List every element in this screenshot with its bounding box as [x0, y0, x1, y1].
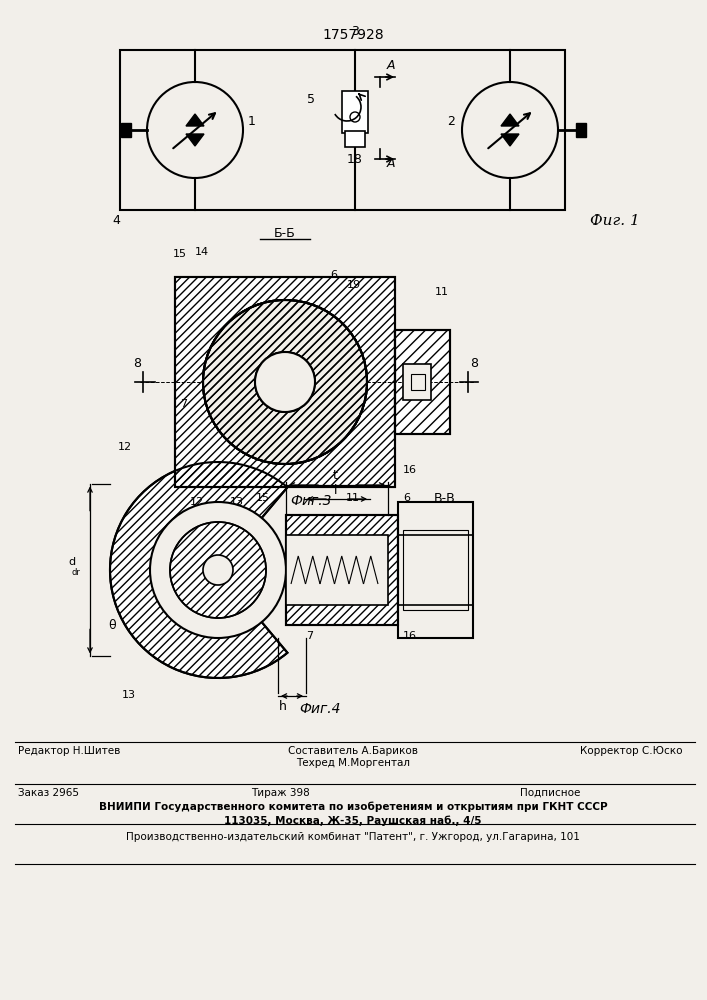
Text: 1: 1 — [248, 115, 256, 128]
Circle shape — [255, 352, 315, 412]
Text: Фиг.3: Фиг.3 — [290, 494, 332, 508]
Text: 7: 7 — [180, 399, 187, 409]
Text: 12: 12 — [118, 442, 132, 452]
Text: 12: 12 — [190, 497, 204, 507]
Bar — [286, 535, 388, 605]
Bar — [411, 374, 425, 390]
Text: ВНИИПИ Государственного комитета по изобретениям и открытиям при ГКНТ СССР: ВНИИПИ Государственного комитета по изоб… — [99, 802, 607, 812]
Text: Редактор Н.Шитев: Редактор Н.Шитев — [18, 746, 120, 756]
Text: dr: dr — [72, 568, 81, 577]
Circle shape — [255, 352, 315, 412]
Text: 6: 6 — [330, 270, 337, 280]
Bar — [395, 330, 450, 434]
Polygon shape — [186, 134, 204, 146]
Circle shape — [170, 522, 266, 618]
Bar — [398, 502, 473, 638]
Text: 5: 5 — [307, 93, 315, 106]
Bar — [342, 91, 368, 133]
Bar — [175, 277, 395, 487]
Text: А: А — [387, 59, 395, 72]
Bar — [395, 330, 450, 434]
Bar — [121, 123, 131, 137]
Text: В-В: В-В — [434, 492, 456, 505]
Text: d: d — [68, 557, 75, 567]
Text: Техред М.Моргентал: Техред М.Моргентал — [296, 758, 410, 768]
Bar — [403, 530, 468, 610]
Text: Корректор С.Юско: Корректор С.Юско — [580, 746, 682, 756]
Text: Заказ 2965: Заказ 2965 — [18, 788, 79, 798]
Bar — [120, 50, 565, 210]
Text: Фиг. 1: Фиг. 1 — [590, 214, 640, 228]
Text: 13: 13 — [230, 497, 244, 507]
Circle shape — [150, 502, 286, 638]
Circle shape — [350, 112, 360, 122]
Text: Тираж 398: Тираж 398 — [250, 788, 310, 798]
Text: 1757928: 1757928 — [322, 28, 384, 42]
Text: 8: 8 — [470, 357, 478, 370]
Bar — [286, 515, 398, 625]
Text: 8: 8 — [133, 357, 141, 370]
Text: Б-Б: Б-Б — [274, 227, 296, 240]
Text: l: l — [334, 484, 337, 497]
Text: 15: 15 — [173, 249, 187, 259]
Text: 13: 13 — [122, 690, 136, 700]
Bar — [403, 364, 431, 400]
Text: 11: 11 — [435, 287, 449, 297]
Text: Производственно-издательский комбинат "Патент", г. Ужгород, ул.Гагарина, 101: Производственно-издательский комбинат "П… — [126, 832, 580, 842]
Bar — [286, 515, 398, 625]
Text: А: А — [387, 157, 395, 170]
Text: 19: 19 — [347, 280, 361, 290]
Text: 18: 18 — [347, 153, 363, 166]
Text: Фиг.4: Фиг.4 — [299, 702, 341, 716]
Polygon shape — [501, 114, 519, 126]
Text: 16: 16 — [403, 631, 417, 641]
Text: Подписное: Подписное — [520, 788, 580, 798]
Text: t: t — [333, 469, 338, 482]
Wedge shape — [110, 462, 288, 678]
Text: Составитель А.Бариков: Составитель А.Бариков — [288, 746, 418, 756]
Text: 16: 16 — [403, 465, 417, 475]
Text: 113035, Москва, Ж-35, Раушская наб., 4/5: 113035, Москва, Ж-35, Раушская наб., 4/5 — [224, 815, 481, 826]
Text: 6: 6 — [403, 493, 410, 503]
Text: 11: 11 — [346, 493, 360, 503]
Bar — [576, 123, 586, 137]
Circle shape — [203, 300, 367, 464]
Circle shape — [203, 555, 233, 585]
Text: θ: θ — [108, 619, 116, 632]
Text: 4: 4 — [112, 214, 120, 227]
Polygon shape — [501, 134, 519, 146]
Text: h: h — [279, 700, 287, 713]
Polygon shape — [186, 114, 204, 126]
Circle shape — [203, 300, 367, 464]
Text: 7: 7 — [306, 631, 313, 641]
Text: 14: 14 — [195, 247, 209, 257]
Bar — [345, 131, 365, 147]
Text: 3: 3 — [351, 25, 359, 38]
Text: 2: 2 — [447, 115, 455, 128]
Bar — [175, 277, 395, 487]
Text: 15: 15 — [256, 493, 270, 503]
